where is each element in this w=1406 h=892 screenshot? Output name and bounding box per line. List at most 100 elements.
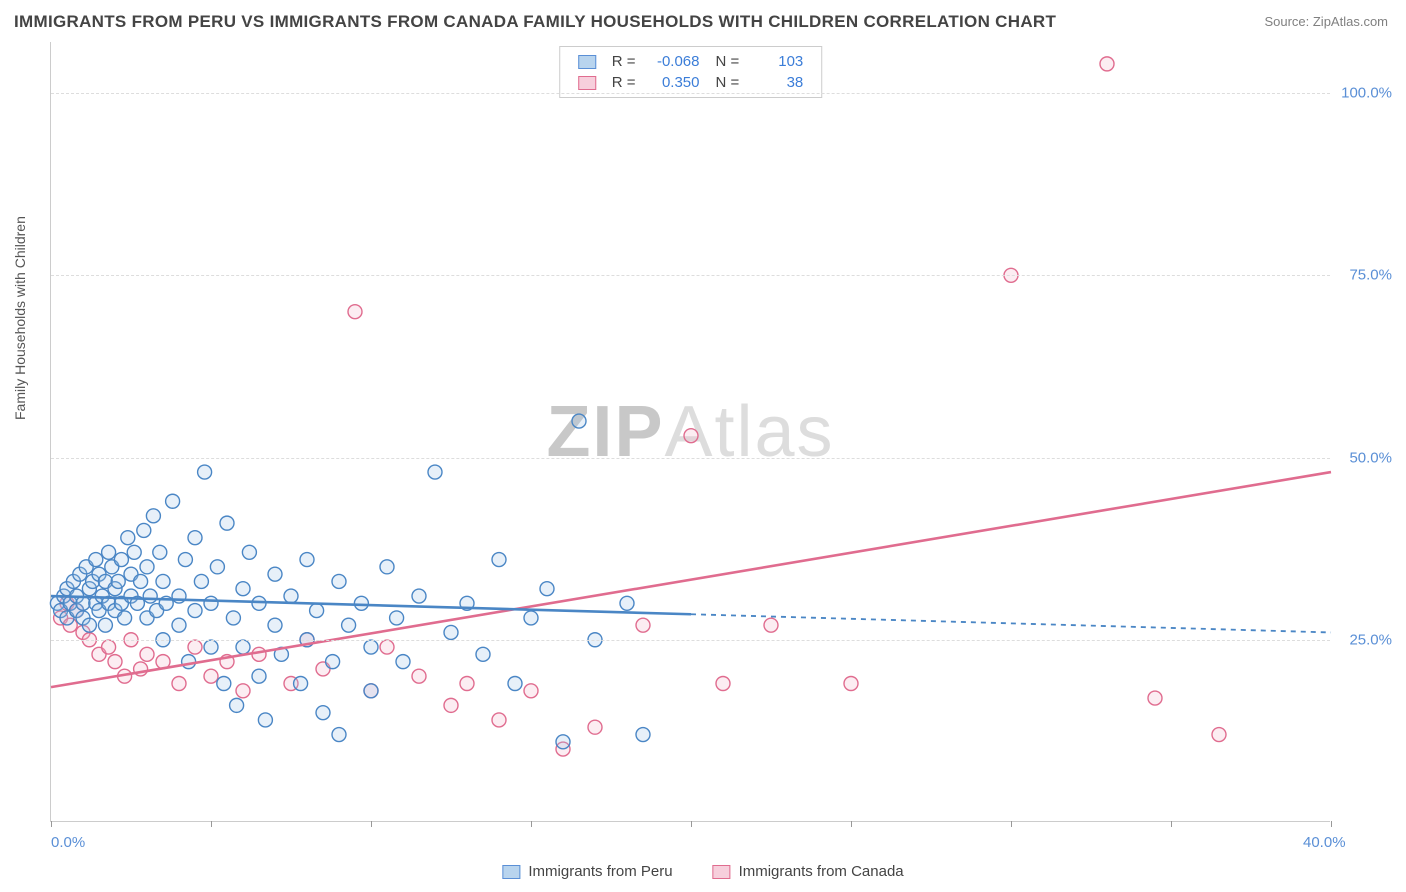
scatter-point	[230, 698, 244, 712]
scatter-point	[620, 596, 634, 610]
scatter-point	[572, 414, 586, 428]
scatter-point	[326, 655, 340, 669]
scatter-point	[390, 611, 404, 625]
scatter-point	[284, 589, 298, 603]
scatter-point	[460, 676, 474, 690]
scatter-point	[258, 713, 272, 727]
scatter-point	[444, 625, 458, 639]
chart-title: IMMIGRANTS FROM PERU VS IMMIGRANTS FROM …	[14, 12, 1056, 32]
scatter-point	[156, 574, 170, 588]
scatter-point	[300, 553, 314, 567]
scatter-point	[204, 640, 218, 654]
ytick-label: 75.0%	[1349, 267, 1392, 284]
scatter-point	[108, 655, 122, 669]
scatter-point	[114, 553, 128, 567]
scatter-point	[236, 582, 250, 596]
xtick	[691, 821, 692, 827]
scatter-point	[166, 494, 180, 508]
scatter-point	[492, 713, 506, 727]
scatter-point	[364, 684, 378, 698]
scatter-point	[182, 655, 196, 669]
scatter-point	[236, 640, 250, 654]
scatter-point	[134, 574, 148, 588]
scatter-point	[268, 567, 282, 581]
scatter-point	[636, 618, 650, 632]
scatter-point	[146, 509, 160, 523]
xtick	[51, 821, 52, 827]
scatter-point	[412, 669, 426, 683]
scatter-point	[178, 553, 192, 567]
scatter-point	[476, 647, 490, 661]
scatter-point	[508, 676, 522, 690]
xtick	[1171, 821, 1172, 827]
scatter-point	[140, 647, 154, 661]
scatter-point	[102, 545, 116, 559]
scatter-point	[428, 465, 442, 479]
scatter-point	[412, 589, 426, 603]
source-attribution: Source: ZipAtlas.com	[1264, 14, 1388, 29]
scatter-point	[252, 669, 266, 683]
scatter-point	[226, 611, 240, 625]
scatter-point	[137, 523, 151, 537]
scatter-point	[236, 684, 250, 698]
scatter-point	[342, 618, 356, 632]
scatter-point	[153, 545, 167, 559]
grid-line	[51, 93, 1330, 94]
scatter-point	[194, 574, 208, 588]
xtick	[211, 821, 212, 827]
scatter-point	[82, 618, 96, 632]
ytick-label: 100.0%	[1341, 85, 1392, 102]
scatter-point	[636, 728, 650, 742]
scatter-point	[294, 676, 308, 690]
scatter-point	[268, 618, 282, 632]
legend-label-canada: Immigrants from Canada	[739, 863, 904, 880]
scatter-point	[588, 720, 602, 734]
scatter-point	[98, 618, 112, 632]
scatter-point	[380, 640, 394, 654]
grid-line	[51, 275, 1330, 276]
scatter-point	[172, 618, 186, 632]
xtick-label: 40.0%	[1303, 834, 1346, 851]
scatter-point	[220, 516, 234, 530]
scatter-point	[716, 676, 730, 690]
scatter-point	[396, 655, 410, 669]
legend-item-peru: Immigrants from Peru	[502, 863, 672, 880]
scatter-point	[524, 611, 538, 625]
scatter-point	[172, 676, 186, 690]
scatter-point	[310, 604, 324, 618]
scatter-point	[524, 684, 538, 698]
scatter-point	[1212, 728, 1226, 742]
ytick-label: 50.0%	[1349, 449, 1392, 466]
xtick	[1331, 821, 1332, 827]
scatter-point	[380, 560, 394, 574]
scatter-point	[198, 465, 212, 479]
scatter-point	[188, 640, 202, 654]
swatch-peru-icon	[502, 865, 520, 879]
scatter-point	[188, 604, 202, 618]
scatter-point	[217, 676, 231, 690]
scatter-point	[76, 596, 90, 610]
scatter-point	[844, 676, 858, 690]
scatter-point	[127, 545, 141, 559]
scatter-point	[332, 574, 346, 588]
swatch-canada-icon	[713, 865, 731, 879]
scatter-point	[1148, 691, 1162, 705]
scatter-point	[764, 618, 778, 632]
trend-line	[51, 472, 1331, 687]
scatter-point	[348, 305, 362, 319]
scatter-point	[354, 596, 368, 610]
legend-item-canada: Immigrants from Canada	[713, 863, 904, 880]
xtick	[371, 821, 372, 827]
plot-area: ZIPAtlas R = -0.068 N = 103 R = 0.350 N …	[50, 42, 1330, 822]
series-legend: Immigrants from Peru Immigrants from Can…	[502, 863, 903, 880]
xtick-label: 0.0%	[51, 834, 85, 851]
scatter-point	[143, 589, 157, 603]
xtick	[1011, 821, 1012, 827]
scatter-point	[684, 429, 698, 443]
scatter-point	[1100, 57, 1114, 71]
scatter-point	[540, 582, 554, 596]
xtick	[531, 821, 532, 827]
grid-line	[51, 640, 1330, 641]
scatter-point	[111, 574, 125, 588]
scatter-point	[210, 560, 224, 574]
